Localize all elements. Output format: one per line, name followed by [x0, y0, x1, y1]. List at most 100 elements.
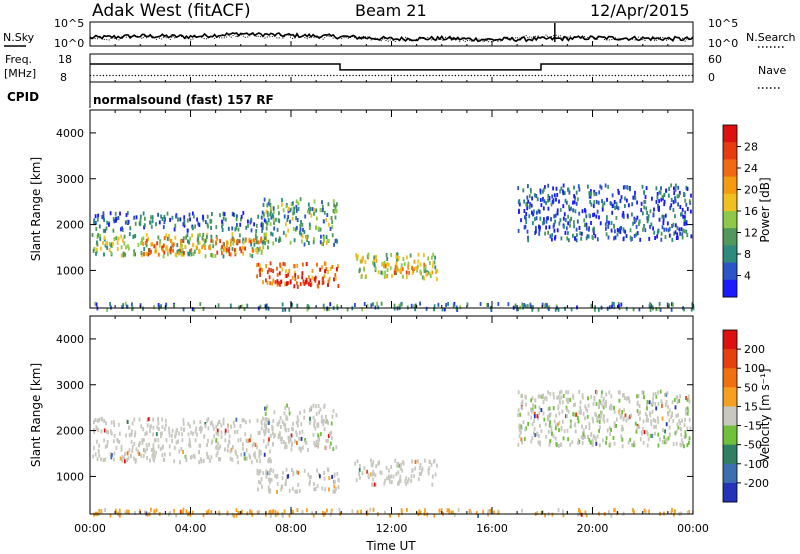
data-cell	[553, 419, 556, 424]
data-cell	[395, 255, 398, 259]
data-cell	[185, 456, 188, 461]
data-cell	[654, 236, 656, 240]
data-cell	[144, 432, 147, 437]
data-cell	[417, 264, 419, 269]
data-cell	[517, 228, 520, 233]
data-cell	[146, 512, 149, 517]
data-cell	[114, 508, 117, 513]
data-cell	[617, 304, 620, 309]
data-cell	[646, 430, 648, 435]
data-cell	[177, 439, 179, 444]
data-cell	[296, 303, 299, 308]
data-cell	[643, 395, 645, 400]
data-cell	[601, 205, 604, 210]
data-cell	[148, 251, 151, 256]
velocity-y-axis-label: Slant Range [km]	[29, 363, 43, 467]
data-cell	[285, 222, 287, 227]
data-cell	[419, 262, 422, 267]
data-cell	[370, 458, 372, 463]
data-cell	[680, 432, 683, 437]
data-cell	[212, 426, 215, 431]
data-cell	[153, 438, 156, 443]
data-cell	[519, 429, 522, 434]
data-cell	[264, 241, 266, 246]
date-label: 12/Apr/2015	[590, 1, 690, 20]
data-cell	[220, 430, 223, 435]
data-cell	[295, 430, 298, 435]
data-cell	[665, 392, 668, 397]
data-cell	[686, 443, 689, 448]
data-cell	[139, 441, 141, 446]
data-cell	[546, 303, 548, 308]
data-cell	[622, 214, 625, 219]
data-cell	[282, 230, 285, 235]
data-cell	[294, 276, 297, 281]
data-cell	[334, 204, 337, 209]
data-cell	[195, 245, 198, 250]
data-cell	[290, 443, 293, 448]
data-cell	[670, 307, 673, 312]
data-cell	[612, 436, 615, 440]
data-cell	[659, 389, 662, 394]
data-cell	[305, 235, 308, 240]
data-cell	[293, 238, 296, 243]
data-cell	[608, 305, 611, 310]
data-cell	[530, 439, 533, 444]
data-cell	[424, 508, 426, 513]
data-cell	[150, 249, 152, 254]
data-cell	[291, 486, 294, 491]
data-cell	[303, 415, 306, 420]
data-cell	[575, 227, 578, 232]
freq-left-label: Freq.	[5, 53, 32, 66]
colorbar-tick-label: 200	[744, 343, 765, 356]
data-cell	[173, 445, 176, 450]
data-cell	[278, 219, 281, 224]
data-cell	[227, 226, 230, 231]
data-cell	[417, 252, 420, 257]
data-cell	[535, 229, 537, 234]
data-cell	[243, 306, 246, 311]
data-cell	[443, 307, 446, 312]
data-cell	[250, 217, 253, 222]
data-cell	[332, 199, 335, 204]
data-cell	[286, 218, 289, 222]
data-cell	[182, 421, 185, 426]
data-cell	[633, 440, 636, 445]
data-cell	[419, 463, 422, 467]
data-cell	[558, 420, 561, 425]
data-cell	[95, 251, 97, 256]
data-cell	[165, 438, 168, 443]
data-cell	[198, 427, 201, 431]
data-cell	[118, 439, 121, 444]
data-cell	[440, 508, 443, 513]
data-cell	[518, 202, 521, 207]
data-cell	[561, 400, 564, 405]
data-cell	[321, 265, 323, 270]
data-cell	[644, 412, 647, 417]
data-cell	[581, 424, 583, 429]
data-cell	[520, 437, 523, 442]
data-cell	[179, 239, 182, 244]
data-cell	[143, 225, 145, 230]
data-cell	[216, 236, 218, 241]
data-cell	[580, 435, 583, 440]
data-cell	[323, 274, 326, 279]
data-cell	[613, 305, 616, 310]
data-cell	[221, 244, 224, 249]
data-cell	[564, 230, 567, 235]
data-cell	[401, 511, 403, 516]
data-cell	[338, 508, 341, 512]
data-cell	[613, 236, 615, 241]
data-cell	[91, 233, 94, 237]
data-cell	[286, 416, 289, 421]
data-cell	[264, 417, 267, 422]
data-cell	[256, 510, 259, 515]
data-cell	[631, 443, 633, 448]
data-cell	[538, 405, 541, 410]
data-cell	[283, 421, 285, 426]
data-cell	[249, 253, 252, 258]
data-cell	[275, 217, 277, 222]
data-cell	[221, 221, 224, 226]
data-cell	[276, 279, 279, 284]
data-cell	[528, 214, 531, 219]
